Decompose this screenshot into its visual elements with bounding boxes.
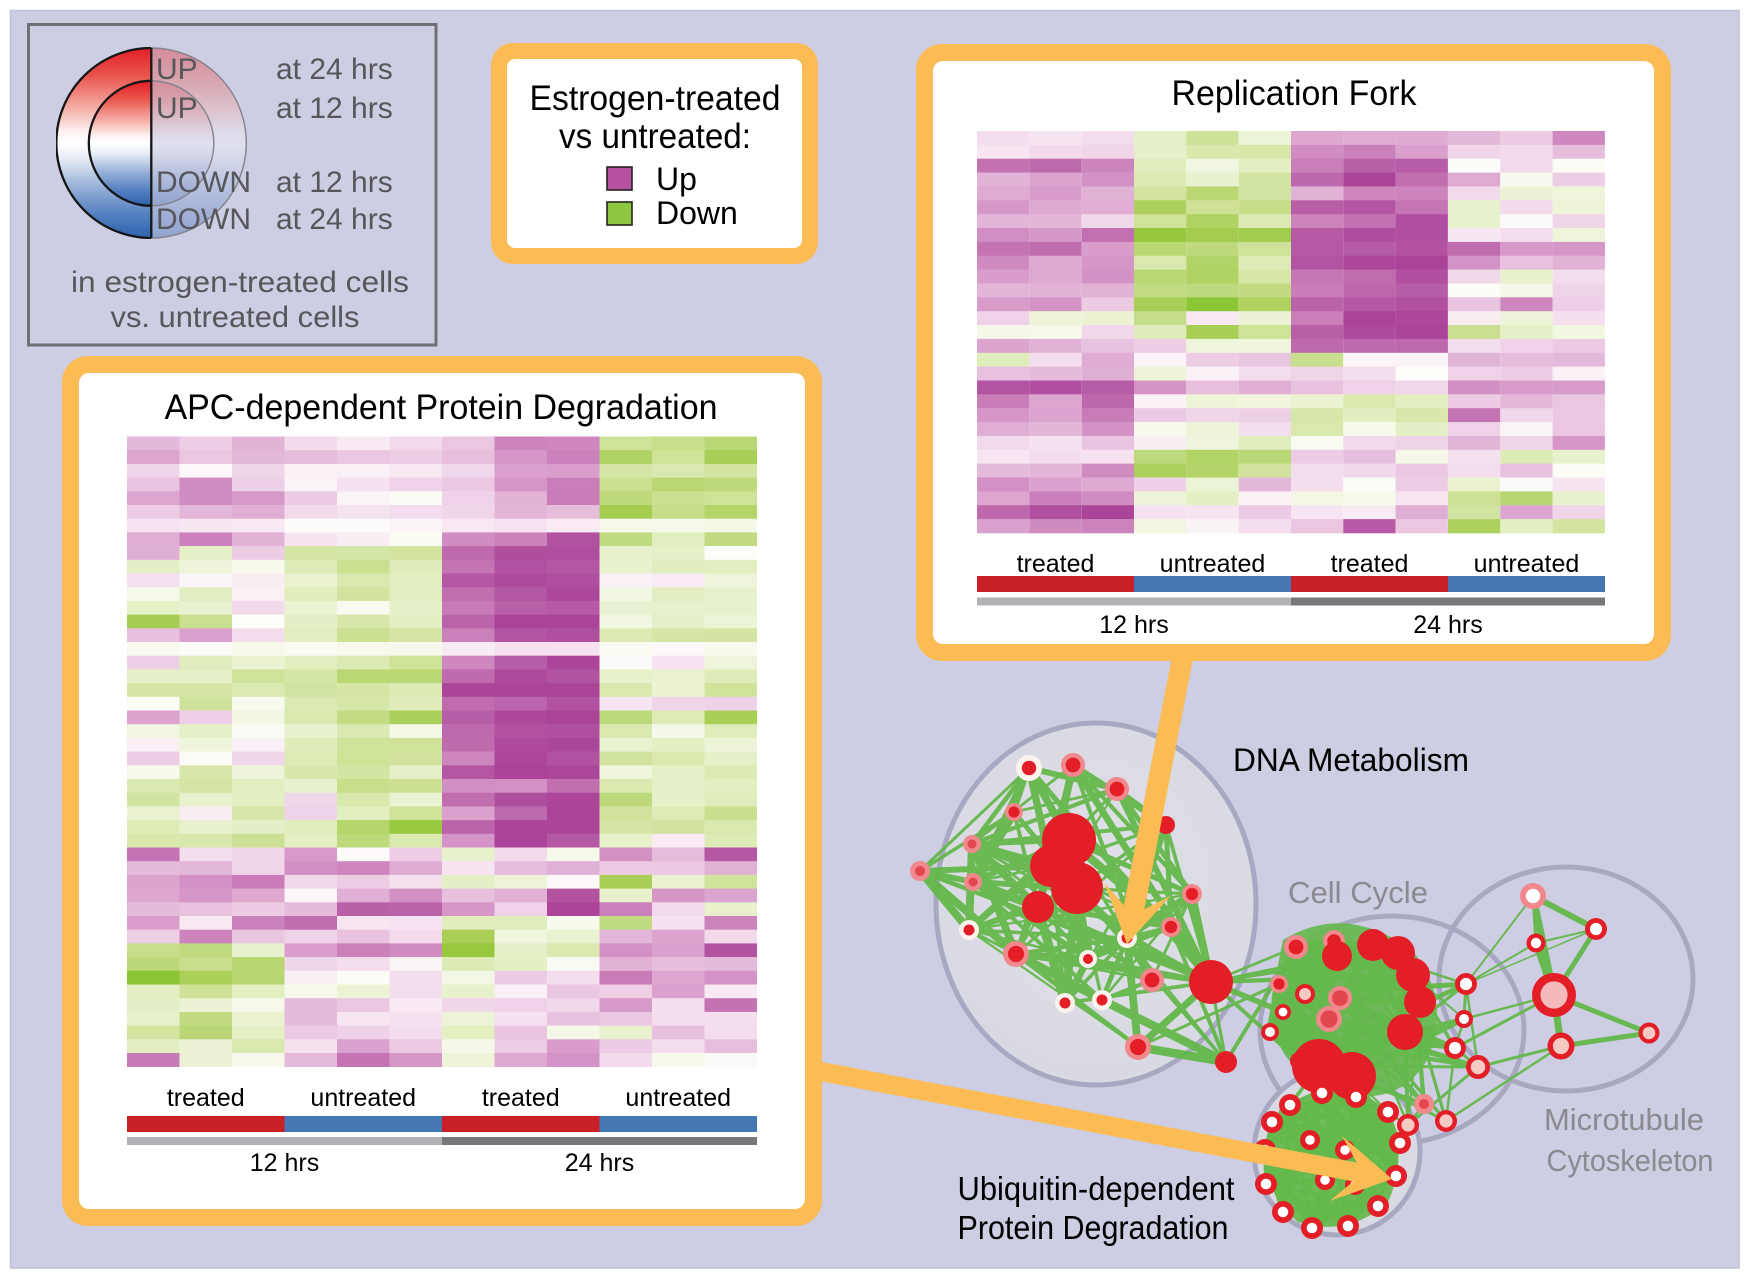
svg-text:untreated: untreated bbox=[625, 1084, 731, 1112]
svg-text:untreated: untreated bbox=[310, 1084, 416, 1112]
svg-text:UP: UP bbox=[156, 92, 198, 125]
svg-text:DOWN: DOWN bbox=[156, 203, 251, 236]
svg-text:DOWN: DOWN bbox=[156, 166, 251, 199]
svg-text:Cytoskeleton: Cytoskeleton bbox=[1547, 1143, 1714, 1178]
svg-text:at 24 hrs: at 24 hrs bbox=[276, 203, 393, 236]
svg-text:treated: treated bbox=[167, 1084, 245, 1112]
svg-text:APC-dependent Protein Degradat: APC-dependent Protein Degradation bbox=[165, 388, 718, 427]
svg-text:Estrogen-treated: Estrogen-treated bbox=[530, 79, 781, 118]
svg-text:24 hrs: 24 hrs bbox=[1413, 611, 1482, 639]
svg-text:Microtubule: Microtubule bbox=[1544, 1102, 1704, 1137]
svg-text:treated: treated bbox=[482, 1084, 560, 1112]
svg-text:untreated: untreated bbox=[1474, 550, 1580, 578]
svg-text:at 12 hrs: at 12 hrs bbox=[276, 166, 393, 199]
svg-text:Replication Fork: Replication Fork bbox=[1172, 74, 1417, 113]
svg-text:vs untreated:: vs untreated: bbox=[559, 117, 751, 156]
svg-text:DNA Metabolism: DNA Metabolism bbox=[1233, 742, 1469, 778]
svg-text:24 hrs: 24 hrs bbox=[565, 1149, 634, 1177]
svg-text:at 12 hrs: at 12 hrs bbox=[276, 92, 393, 125]
svg-text:12 hrs: 12 hrs bbox=[1099, 611, 1168, 639]
svg-text:Down: Down bbox=[656, 195, 738, 231]
svg-text:Cell Cycle: Cell Cycle bbox=[1288, 875, 1428, 910]
svg-text:Up: Up bbox=[656, 161, 697, 197]
svg-text:treated: treated bbox=[1017, 550, 1095, 578]
svg-text:vs. untreated cells: vs. untreated cells bbox=[111, 301, 360, 334]
svg-text:at 24 hrs: at 24 hrs bbox=[276, 53, 393, 86]
svg-text:untreated: untreated bbox=[1160, 550, 1266, 578]
svg-text:in estrogen-treated cells: in estrogen-treated cells bbox=[71, 266, 409, 299]
svg-text:12 hrs: 12 hrs bbox=[250, 1149, 319, 1177]
svg-text:treated: treated bbox=[1331, 550, 1409, 578]
svg-text:Ubiquitin-dependent: Ubiquitin-dependent bbox=[958, 1170, 1235, 1207]
svg-text:UP: UP bbox=[156, 53, 198, 86]
svg-text:Protein Degradation: Protein Degradation bbox=[958, 1209, 1229, 1246]
